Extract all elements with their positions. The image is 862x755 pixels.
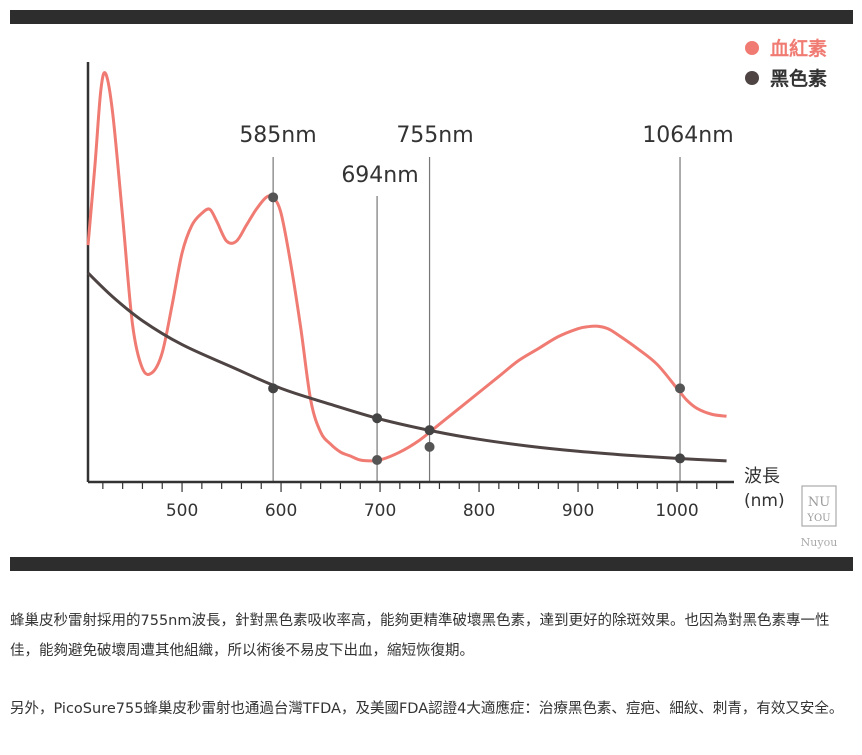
x-tick-label: 700	[364, 501, 396, 521]
logo-mark-top: NU	[808, 495, 830, 510]
legend-marker	[745, 71, 759, 85]
absorption-chart: 585nm 694nm 755nm 1064nm 500 600 700 800 900 100…	[86, 37, 838, 549]
x-tick-label: 800	[463, 501, 495, 521]
wavelength-marker-label: 755nm	[396, 123, 473, 148]
x-tick-label: 500	[166, 501, 198, 521]
intersection-point	[268, 192, 279, 203]
x-axis-label-line1: 波長	[744, 466, 780, 487]
hemoglobin-curve	[86, 71, 727, 463]
intersection-point	[424, 425, 435, 436]
intersection-point	[424, 441, 435, 452]
melanin-curve	[86, 271, 727, 463]
intersection-point	[372, 413, 383, 424]
top-divider-bar	[10, 10, 853, 24]
intersection-point	[675, 453, 686, 464]
wavelength-marker-label: 694nm	[341, 163, 418, 188]
description-paragraph-1: 蜂巢皮秒雷射採用的755nm波長，針對黑色素吸收率高，能夠更精準破壞黑色素，達到…	[10, 613, 830, 659]
legend-label: 血紅素	[770, 37, 827, 60]
nuyou-logo: NU YOU Nuyou	[801, 485, 838, 549]
intersection-point	[268, 383, 279, 394]
wavelength-marker-label: 585nm	[239, 123, 316, 148]
wavelength-marker-label: 1064nm	[642, 123, 733, 148]
logo-text: Nuyou	[801, 536, 838, 549]
legend-marker	[745, 41, 759, 55]
logo-frame	[801, 485, 837, 527]
description-paragraph-2: 另外，PicoSure755蜂巢皮秒雷射也通過台灣TFDA，及美國FDA認證4大…	[10, 701, 844, 717]
x-tick-label: 900	[562, 501, 594, 521]
legend-label: 黑色素	[770, 67, 827, 90]
x-tick-label: 600	[265, 501, 297, 521]
intersection-point	[372, 455, 383, 466]
bottom-divider-bar	[10, 557, 853, 571]
x-tick-label: 1000	[655, 501, 698, 521]
x-axis-label-line2: (nm)	[744, 491, 785, 511]
logo-mark-bottom: YOU	[806, 513, 830, 524]
intersection-point	[675, 383, 686, 394]
